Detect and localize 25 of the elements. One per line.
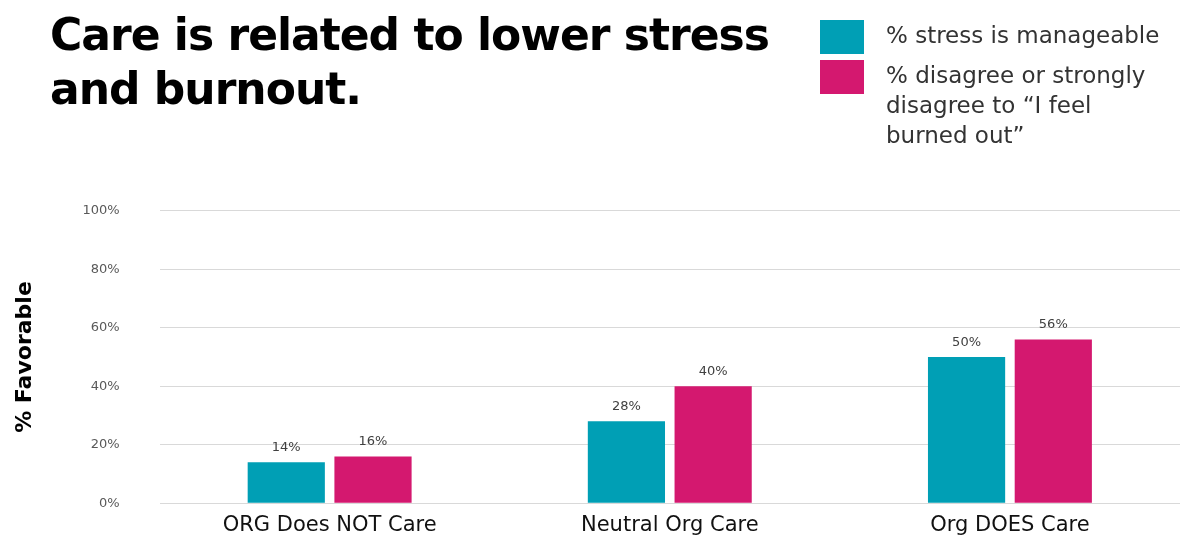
legend-label: % disagree or strongly disagree to “I feel burned out”	[886, 61, 1147, 150]
data-label: 28%	[611, 398, 641, 414]
data-label: 16%	[358, 433, 388, 449]
chart-title: Care is related to lower stress and burnout.	[50, 8, 770, 116]
bar	[587, 421, 666, 503]
y-tick-label: 20%	[90, 436, 120, 452]
data-label: 50%	[952, 333, 982, 349]
y-tick-label: 100%	[82, 202, 120, 218]
x-tick-label: Neutral Org Care	[580, 512, 759, 537]
bar	[1014, 339, 1092, 503]
data-label: 14%	[271, 439, 301, 455]
bar	[674, 386, 752, 503]
x-tick-label: Org DOES Care	[930, 512, 1090, 537]
y-tick-label: 40%	[90, 377, 120, 393]
y-axis-title: % Favorable	[10, 281, 36, 433]
y-tick-label: 0%	[98, 494, 120, 510]
data-label: 40%	[698, 363, 728, 379]
data-label: 56%	[1038, 316, 1068, 332]
bar	[927, 357, 1006, 503]
bar	[247, 462, 325, 503]
y-tick-label: 60%	[90, 319, 120, 335]
bar	[334, 456, 412, 503]
x-tick-label: ORG Does NOT Care	[222, 512, 437, 537]
legend-label: % stress is manageable	[886, 21, 1160, 50]
y-tick-label: 80%	[90, 260, 120, 276]
